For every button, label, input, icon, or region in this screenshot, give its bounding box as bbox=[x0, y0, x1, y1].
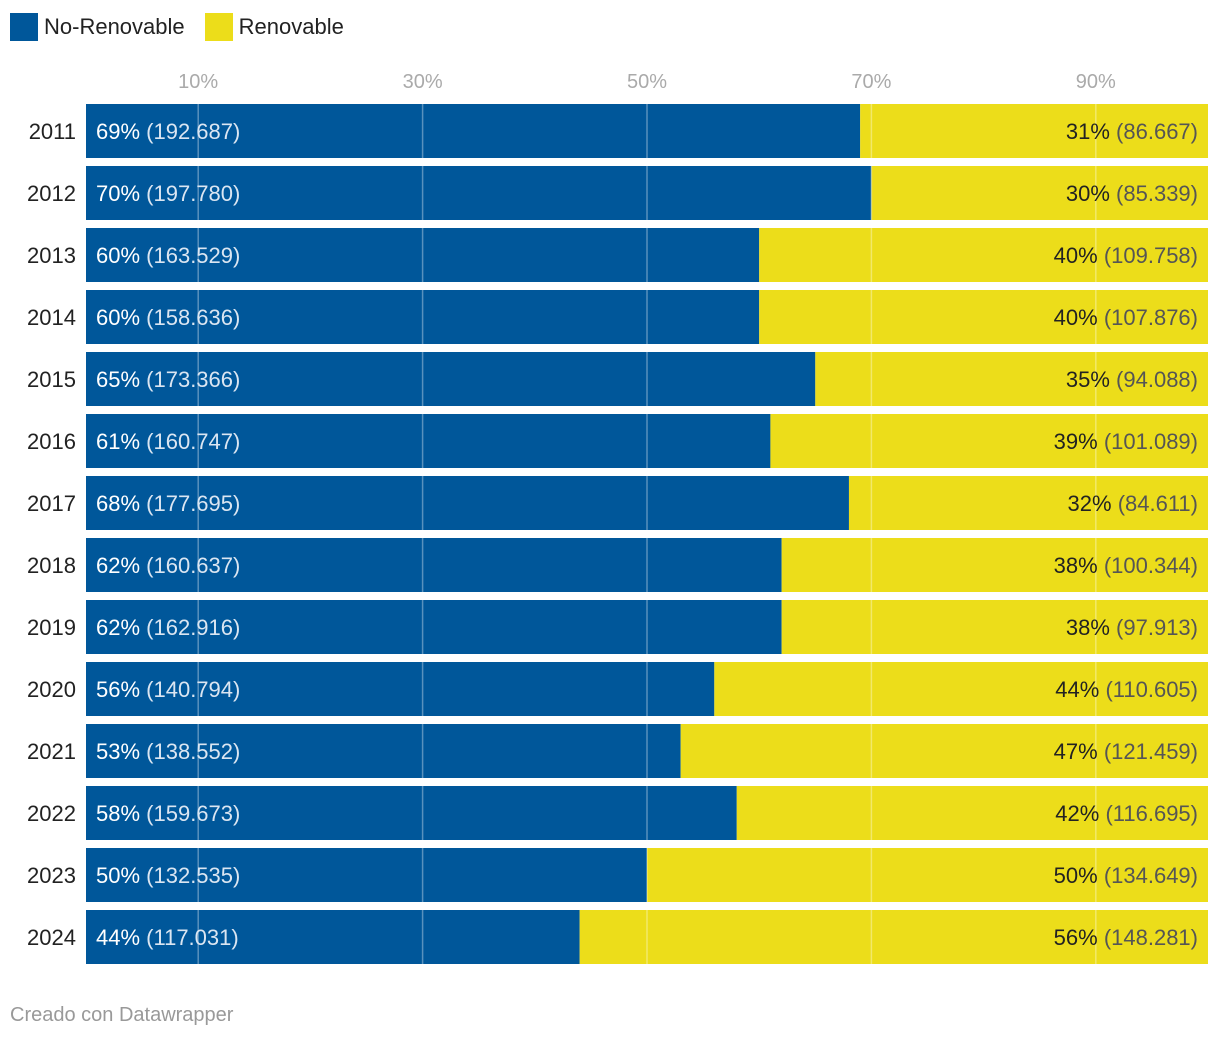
data-label-no-renovable-2012: 70% (197.780) bbox=[96, 181, 240, 206]
bar-no-renovable-2019 bbox=[86, 600, 782, 654]
bar-no-renovable-2017 bbox=[86, 476, 849, 530]
bar-renovable-2017 bbox=[848, 476, 1208, 530]
category-label-2019: 2019 bbox=[27, 615, 76, 640]
data-label-no-renovable-2021: 53% (138.552) bbox=[96, 739, 240, 764]
bar-no-renovable-2021 bbox=[86, 724, 681, 778]
data-label-renovable-2014: 40% (107.876) bbox=[1054, 305, 1198, 330]
data-label-no-renovable-2015: 65% (173.366) bbox=[96, 367, 240, 392]
stacked-bar-chart: 10% 30% 50% 70% 90% 2011 69% (192.687) 31% (86.… bbox=[27, 71, 1208, 964]
data-label-no-renovable-2013: 60% (163.529) bbox=[96, 243, 240, 268]
legend-label-no-renovable: No-Renovable bbox=[44, 14, 185, 39]
bar-no-renovable-2012 bbox=[86, 166, 872, 220]
data-label-renovable-2018: 38% (100.344) bbox=[1054, 553, 1198, 578]
bar-no-renovable-2013 bbox=[86, 228, 760, 282]
category-label-2021: 2021 bbox=[27, 739, 76, 764]
data-label-no-renovable-2023: 50% (132.535) bbox=[96, 863, 240, 888]
category-label-2015: 2015 bbox=[27, 367, 76, 392]
bar-no-renovable-2024 bbox=[86, 910, 580, 964]
x-tick-label-70: 70% bbox=[851, 71, 891, 93]
category-label-2024: 2024 bbox=[27, 925, 76, 950]
data-label-renovable-2020: 44% (110.605) bbox=[1055, 677, 1198, 702]
data-label-renovable-2011: 31% (86.667) bbox=[1066, 119, 1198, 144]
data-label-no-renovable-2016: 61% (160.747) bbox=[96, 429, 240, 454]
category-label-2023: 2023 bbox=[27, 863, 76, 888]
data-label-renovable-2013: 40% (109.758) bbox=[1054, 243, 1198, 268]
legend-swatch-renovable bbox=[204, 13, 233, 41]
category-label-2011: 2011 bbox=[29, 119, 76, 144]
category-label-2018: 2018 bbox=[27, 553, 76, 578]
bar-renovable-2019 bbox=[781, 600, 1208, 654]
category-label-2012: 2012 bbox=[27, 181, 76, 206]
data-label-renovable-2016: 39% (101.089) bbox=[1054, 429, 1198, 454]
category-label-2017: 2017 bbox=[27, 491, 76, 516]
x-tick-label-30: 30% bbox=[403, 71, 443, 93]
legend-label-renovable: Renovable bbox=[238, 14, 344, 39]
bar-renovable-2023 bbox=[647, 848, 1208, 902]
legend-swatch-no-renovable bbox=[10, 13, 38, 41]
bar-renovable-2013 bbox=[759, 228, 1208, 282]
bar-renovable-2018 bbox=[781, 538, 1208, 592]
legend-item-renovable: Renovable bbox=[204, 13, 344, 41]
x-tick-label-50: 50% bbox=[627, 71, 667, 93]
data-label-no-renovable-2017: 68% (177.695) bbox=[96, 491, 240, 516]
data-label-renovable-2024: 56% (148.281) bbox=[1054, 925, 1198, 950]
category-label-2022: 2022 bbox=[27, 801, 76, 826]
bar-no-renovable-2018 bbox=[86, 538, 782, 592]
category-label-2016: 2016 bbox=[27, 429, 76, 454]
data-label-renovable-2015: 35% (94.088) bbox=[1066, 367, 1198, 392]
bar-renovable-2016 bbox=[770, 414, 1208, 468]
bar-no-renovable-2016 bbox=[86, 414, 771, 468]
bar-no-renovable-2011 bbox=[86, 104, 861, 158]
bar-renovable-2015 bbox=[815, 352, 1208, 406]
data-label-no-renovable-2014: 60% (158.636) bbox=[96, 305, 240, 330]
category-label-2014: 2014 bbox=[27, 305, 76, 330]
data-label-no-renovable-2022: 58% (159.673) bbox=[96, 801, 240, 826]
chart-legend: No-Renovable Renovable bbox=[10, 12, 364, 42]
x-tick-label-10: 10% bbox=[178, 71, 218, 93]
data-label-renovable-2023: 50% (134.649) bbox=[1054, 863, 1198, 888]
labels-layer: 10% 30% 50% 70% 90% 2011 69% (192.687) 31% (86.… bbox=[27, 71, 1198, 950]
bar-renovable-2024 bbox=[579, 910, 1208, 964]
data-label-no-renovable-2011: 69% (192.687) bbox=[96, 119, 240, 144]
bar-no-renovable-2014 bbox=[86, 290, 760, 344]
bar-no-renovable-2022 bbox=[86, 786, 737, 840]
legend-item-no-renovable: No-Renovable bbox=[10, 13, 185, 41]
chart-credit: Creado con Datawrapper bbox=[10, 1004, 234, 1026]
bar-renovable-2022 bbox=[736, 786, 1208, 840]
data-label-renovable-2019: 38% (97.913) bbox=[1066, 615, 1198, 640]
data-label-no-renovable-2019: 62% (162.916) bbox=[96, 615, 240, 640]
bar-renovable-2021 bbox=[680, 724, 1208, 778]
bar-renovable-2012 bbox=[871, 166, 1208, 220]
category-label-2013: 2013 bbox=[27, 243, 76, 268]
bar-no-renovable-2015 bbox=[86, 352, 816, 406]
data-label-renovable-2017: 32% (84.611) bbox=[1068, 491, 1198, 516]
data-label-renovable-2022: 42% (116.695) bbox=[1055, 801, 1198, 826]
data-label-renovable-2021: 47% (121.459) bbox=[1054, 739, 1198, 764]
bar-renovable-2011 bbox=[860, 104, 1208, 158]
data-label-no-renovable-2024: 44% (117.031) bbox=[96, 925, 239, 950]
bar-renovable-2014 bbox=[759, 290, 1208, 344]
data-label-no-renovable-2020: 56% (140.794) bbox=[96, 677, 240, 702]
category-label-2020: 2020 bbox=[27, 677, 76, 702]
gridlines-layer bbox=[197, 100, 1097, 964]
data-label-no-renovable-2018: 62% (160.637) bbox=[96, 553, 240, 578]
bar-no-renovable-2023 bbox=[86, 848, 647, 902]
bar-no-renovable-2020 bbox=[86, 662, 715, 716]
bar-renovable-2020 bbox=[714, 662, 1208, 716]
x-tick-label-90: 90% bbox=[1076, 71, 1116, 93]
bars-layer bbox=[86, 104, 1208, 964]
data-label-renovable-2012: 30% (85.339) bbox=[1066, 181, 1198, 206]
